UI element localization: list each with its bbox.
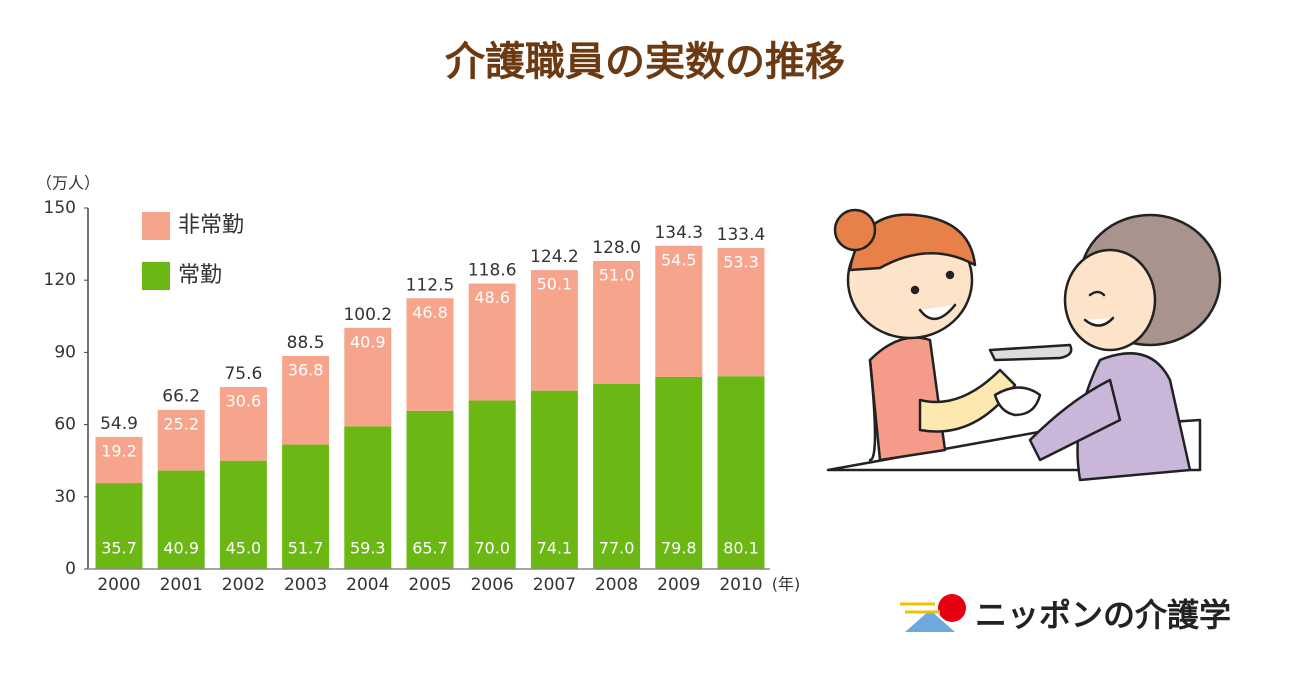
value-label: 40.9 bbox=[163, 539, 199, 558]
bar-segment bbox=[157, 470, 205, 569]
y-axis-label: （万人） bbox=[36, 174, 100, 193]
value-label: 45.0 bbox=[226, 539, 262, 558]
bar-segment bbox=[157, 409, 205, 471]
value-label: 74.1 bbox=[537, 539, 573, 558]
legend-label: 常勤 bbox=[178, 263, 222, 288]
value-label: 46.8 bbox=[412, 303, 448, 322]
bar-segment bbox=[717, 247, 765, 377]
y-tick-label: 0 bbox=[65, 559, 76, 579]
bar-segment bbox=[406, 298, 454, 411]
legend-swatch bbox=[142, 262, 170, 290]
x-tick-label: 2002 bbox=[222, 575, 265, 595]
x-tick-label: 2009 bbox=[657, 575, 700, 595]
total-label: 75.6 bbox=[224, 364, 262, 384]
bar-segment bbox=[95, 436, 143, 484]
bar-segment bbox=[344, 426, 392, 569]
x-tick-label: 2000 bbox=[97, 575, 140, 595]
bar-segment bbox=[593, 260, 641, 384]
value-label: 70.0 bbox=[474, 539, 510, 558]
total-label: 112.5 bbox=[406, 275, 455, 295]
bar-segment bbox=[95, 483, 143, 569]
total-label: 66.2 bbox=[162, 387, 200, 407]
value-label: 51.0 bbox=[599, 265, 635, 284]
value-label: 36.8 bbox=[288, 361, 324, 380]
bar-segment bbox=[406, 410, 454, 569]
x-tick-label: 2005 bbox=[408, 575, 451, 595]
bar-segment bbox=[282, 444, 330, 569]
value-label: 50.1 bbox=[537, 275, 573, 294]
x-tick-label: 2006 bbox=[471, 575, 514, 595]
bar-segment bbox=[593, 383, 641, 569]
chart-title: 介護職員の実数の推移 bbox=[445, 39, 845, 85]
x-tick-label: 2003 bbox=[284, 575, 327, 595]
bar-segment bbox=[219, 387, 267, 461]
value-label: 40.9 bbox=[350, 332, 386, 351]
bar-segment bbox=[717, 376, 765, 569]
y-tick-label: 150 bbox=[44, 198, 76, 218]
bar-segment bbox=[282, 356, 330, 445]
x-axis-label: (年) bbox=[772, 575, 801, 594]
y-tick-label: 90 bbox=[54, 342, 76, 362]
value-label: 77.0 bbox=[599, 539, 635, 558]
bar-segment bbox=[655, 376, 703, 569]
logo-text: ニッポンの介護学 bbox=[975, 596, 1231, 634]
total-label: 134.3 bbox=[654, 223, 703, 243]
x-tick-label: 2008 bbox=[595, 575, 638, 595]
bar-segment bbox=[344, 327, 392, 427]
bar-segment bbox=[530, 390, 578, 569]
value-label: 79.8 bbox=[661, 539, 697, 558]
x-tick-label: 2001 bbox=[160, 575, 203, 595]
y-tick-label: 60 bbox=[54, 415, 76, 435]
bar-segment bbox=[219, 460, 267, 569]
total-label: 133.4 bbox=[717, 225, 766, 245]
total-label: 88.5 bbox=[287, 333, 325, 353]
illustration bbox=[826, 208, 1222, 482]
value-label: 48.6 bbox=[474, 288, 510, 307]
bar-segment bbox=[468, 400, 516, 569]
value-label: 59.3 bbox=[350, 539, 386, 558]
total-label: 100.2 bbox=[343, 305, 392, 325]
value-label: 25.2 bbox=[163, 414, 199, 433]
value-label: 80.1 bbox=[723, 539, 759, 558]
value-label: 30.6 bbox=[226, 392, 262, 411]
total-label: 128.0 bbox=[592, 238, 641, 258]
bar-segment bbox=[530, 270, 578, 391]
legend-swatch bbox=[142, 212, 170, 240]
total-label: 118.6 bbox=[468, 261, 517, 281]
total-label: 124.2 bbox=[530, 247, 579, 267]
total-label: 54.9 bbox=[100, 414, 138, 434]
bar-segment bbox=[655, 245, 703, 377]
x-tick-label: 2004 bbox=[346, 575, 389, 595]
value-label: 19.2 bbox=[101, 441, 137, 460]
value-label: 65.7 bbox=[412, 539, 448, 558]
value-label: 54.5 bbox=[661, 250, 697, 269]
value-label: 35.7 bbox=[101, 539, 137, 558]
bar-segment bbox=[468, 283, 516, 401]
legend-label: 非常勤 bbox=[178, 213, 244, 238]
x-tick-label: 2007 bbox=[533, 575, 576, 595]
y-tick-label: 120 bbox=[44, 270, 76, 290]
x-tick-label: 2010 bbox=[719, 575, 762, 595]
value-label: 51.7 bbox=[288, 539, 324, 558]
value-label: 53.3 bbox=[723, 252, 759, 271]
logo: ニッポンの介護学 bbox=[900, 594, 1231, 634]
y-tick-label: 30 bbox=[54, 487, 76, 507]
